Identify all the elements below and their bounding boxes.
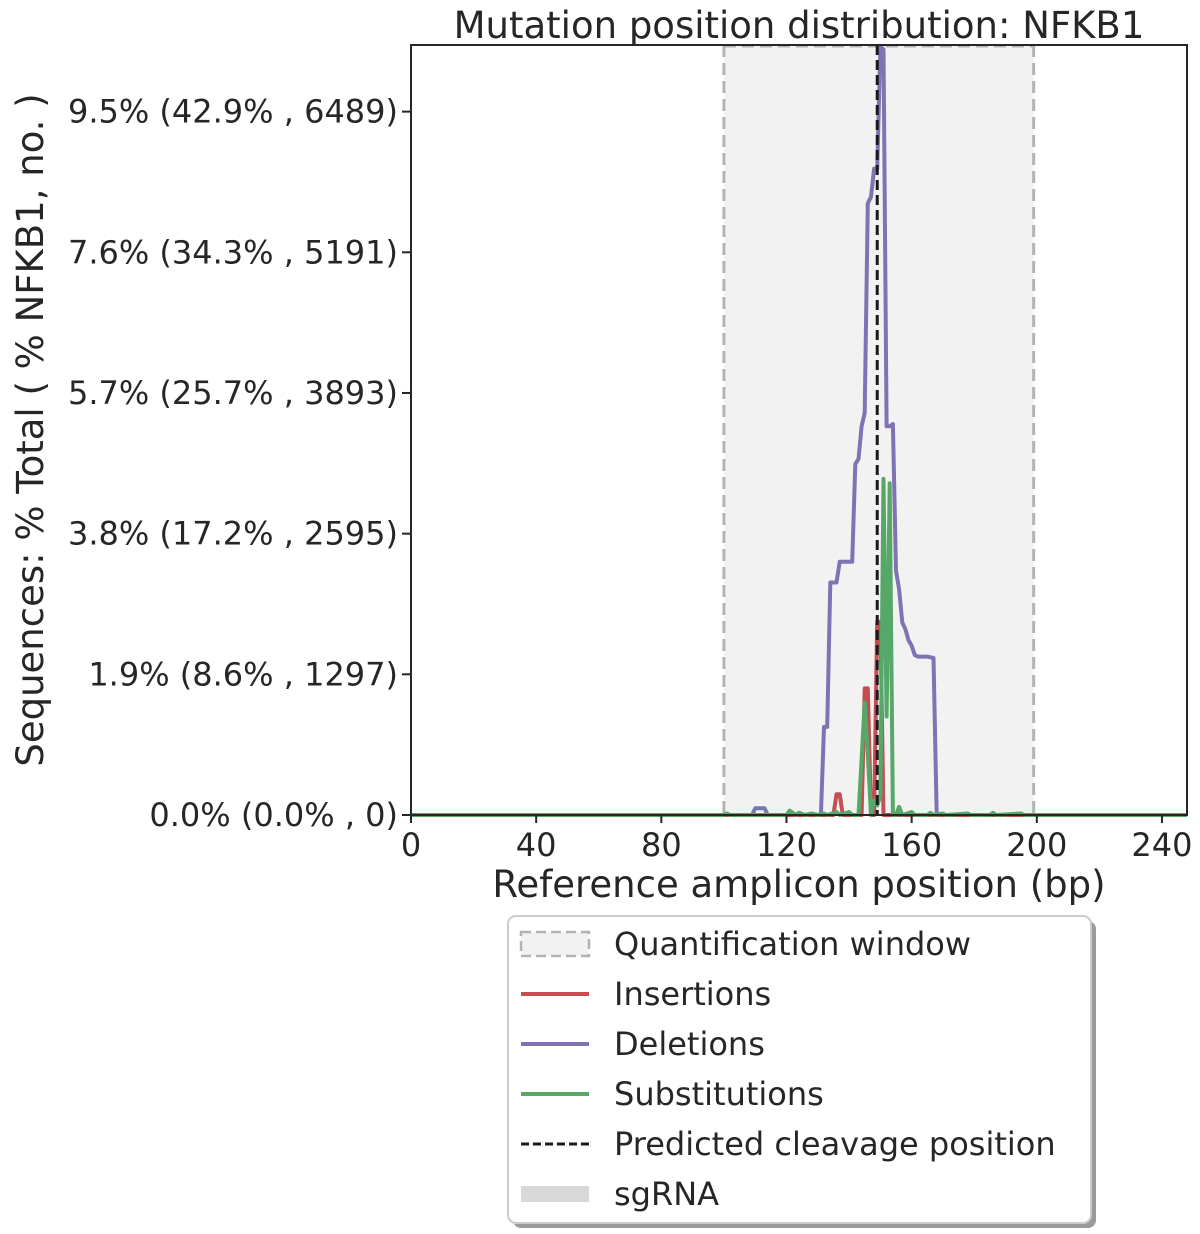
y-axis-label: Sequences: % Total ( % NFKB1, no. ) [9,93,52,766]
x-tick-label: 40 [516,826,557,864]
legend-label: Insertions [614,975,771,1013]
legend-label: Deletions [614,1025,765,1063]
y-tick-label: 3.8% (17.2% , 2595) [68,515,398,553]
legend-label: Substitutions [614,1075,824,1113]
y-tick-label: 1.9% (8.6% , 1297) [88,655,398,693]
x-axis: 0 40 80 120 160 200 240 [401,815,1193,864]
x-tick-label: 160 [881,826,942,864]
quantification-window-fill [723,45,1034,815]
series-line-insertions [411,619,1187,817]
y-tick-label: 0.0% (0.0% , 0) [149,796,398,834]
x-tick-label: 200 [1006,826,1067,864]
legend-box [507,915,1092,1224]
x-tick-label: 120 [756,826,817,864]
legend-label: Predicted cleavage position [614,1125,1056,1163]
series-line-deletions [411,44,1187,817]
legend-swatch-quantification-window [519,930,591,958]
x-tick-label: 80 [641,826,682,864]
y-tick-label: 9.5% (42.9% , 6489) [68,93,398,131]
y-axis: 0.0% (0.0% , 0) 1.9% (8.6% , 1297) 3.8% (1… [68,93,411,834]
quantification-window [722,44,1036,815]
legend-swatch-sgrna [521,1186,589,1202]
plot-border [410,44,1188,816]
plot-frame [410,44,1188,816]
x-tick-label: 240 [1131,826,1192,864]
y-tick-label: 5.7% (25.7% , 3893) [68,374,398,412]
legend: Quantification window Insertions Deletions… [507,915,1096,1228]
chart-title: Mutation position distribution: NFKB1 [454,4,1145,47]
legend-label: sgRNA [614,1175,719,1213]
y-tick-label: 7.6% (34.3% , 5191) [68,233,398,271]
x-axis-label: Reference amplicon position (bp) [492,863,1105,906]
x-tick-label: 0 [401,826,421,864]
legend-label: Quantification window [614,925,971,963]
